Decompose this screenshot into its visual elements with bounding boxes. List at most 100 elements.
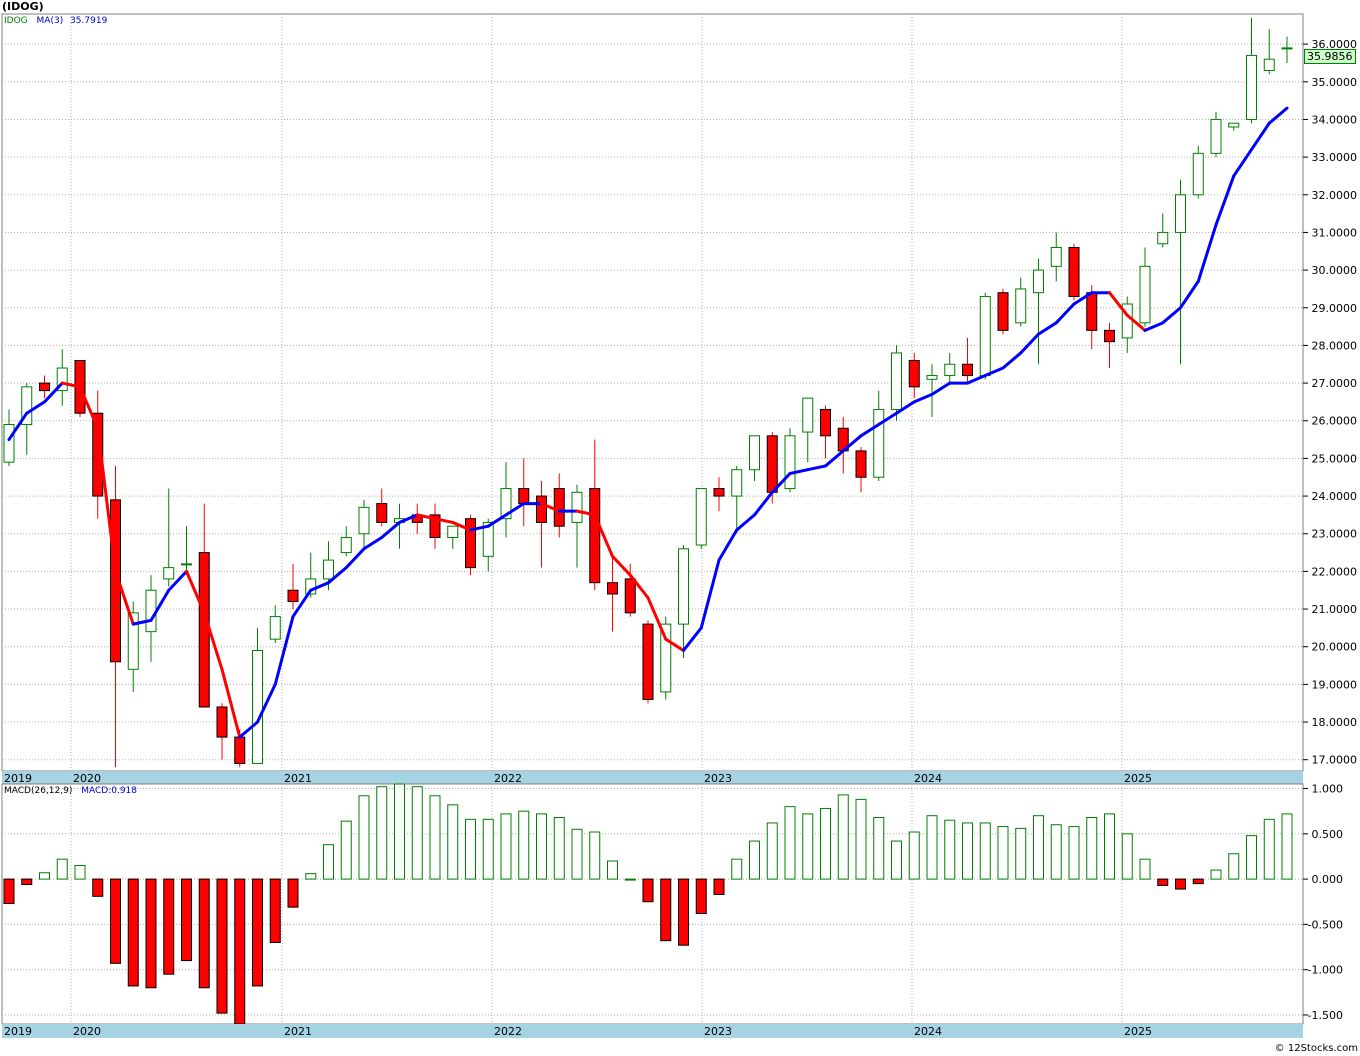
macd-bar xyxy=(3,878,15,905)
ma-segment xyxy=(912,392,934,404)
macd-bar xyxy=(784,806,796,880)
macd-bar xyxy=(1139,858,1151,880)
macd-bar xyxy=(163,878,175,975)
macd-ytick-label: -1.000 xyxy=(1308,964,1343,977)
ma-segment xyxy=(753,490,774,517)
ma-segment xyxy=(841,434,863,453)
ma-segment xyxy=(185,569,206,615)
candle-body xyxy=(1050,247,1062,267)
ma-segment xyxy=(1250,121,1271,152)
candle-body xyxy=(500,488,512,520)
macd-bar xyxy=(1033,815,1044,880)
macd-bar xyxy=(571,828,583,880)
ma-segment xyxy=(628,573,650,600)
macd-bar xyxy=(926,815,938,880)
price-ytick-label: 20.0000 xyxy=(1312,641,1358,654)
candle-body xyxy=(1246,54,1257,120)
price-legend: IDOG MA(3) 35.7919 xyxy=(4,16,107,26)
ma-segment xyxy=(735,513,756,532)
macd-x-axis-band xyxy=(2,1024,1303,1038)
macd-y-axis: 1.000 0.500 0.000 -0.500 -1.000 -1.500 xyxy=(1303,783,1343,1022)
macd-bar xyxy=(837,794,849,880)
candle-body xyxy=(56,367,68,392)
candle-body xyxy=(571,491,583,523)
candle-body xyxy=(855,450,867,478)
macd-ytick-label: -1.500 xyxy=(1308,1009,1343,1022)
macd-bar xyxy=(820,807,831,880)
ma-segment xyxy=(1125,313,1147,332)
ma-segment xyxy=(309,581,330,592)
ma-segment xyxy=(859,423,881,438)
candle-body xyxy=(678,548,689,625)
candle-body xyxy=(802,397,814,433)
candle-body xyxy=(962,363,973,377)
ma-segment xyxy=(398,513,419,524)
macd-bar xyxy=(553,817,565,880)
macd-bar xyxy=(74,865,86,880)
candle-body xyxy=(3,424,15,463)
macd-bar xyxy=(127,878,139,987)
candle-body xyxy=(1210,118,1222,154)
price-ytick-label: 27.0000 xyxy=(1312,377,1358,390)
ma-segment xyxy=(344,547,366,570)
macd-bar xyxy=(305,873,317,880)
ma-segment xyxy=(25,400,46,415)
price-ytick-label: 28.0000 xyxy=(1312,339,1358,352)
ma-segment xyxy=(114,569,135,626)
ma-segment xyxy=(202,611,224,671)
candle-body xyxy=(1192,152,1204,196)
macd-bar xyxy=(287,878,299,908)
macd-bar xyxy=(1104,813,1115,880)
candle-body xyxy=(536,495,547,523)
price-legend-ma: MA(3) xyxy=(36,16,64,26)
ma-segment xyxy=(717,528,739,562)
candle-body xyxy=(820,408,831,437)
macd-bar xyxy=(1068,826,1080,880)
macd-bar xyxy=(465,818,476,880)
candle-body xyxy=(287,589,299,603)
ma-segment xyxy=(895,400,916,415)
macd-bar xyxy=(1157,878,1169,886)
candle-body xyxy=(731,469,743,497)
macd-bar xyxy=(518,810,530,880)
price-xtick-label: 2020 xyxy=(73,772,101,785)
ma-segment xyxy=(486,513,508,528)
macd-bar xyxy=(997,826,1009,880)
candle-body xyxy=(429,514,441,538)
right-axis-strip-bottom xyxy=(1303,1038,1360,1056)
candle-body xyxy=(1175,194,1186,233)
candle-body xyxy=(784,435,796,490)
macd-bar xyxy=(908,831,920,880)
ma-segment xyxy=(256,682,277,724)
macd-bar xyxy=(340,820,352,880)
macd-bar xyxy=(873,817,885,880)
price-ytick-label: 21.0000 xyxy=(1312,603,1358,616)
macd-bar xyxy=(589,831,601,880)
candle-body xyxy=(908,359,920,388)
price-ytick-label: 19.0000 xyxy=(1312,678,1358,691)
ma-segment xyxy=(96,426,117,573)
candle-body xyxy=(1068,247,1080,297)
macd-bar xyxy=(660,878,672,942)
price-xtick-label: 2021 xyxy=(284,772,312,785)
macd-bar xyxy=(802,813,814,880)
macd-x-axis: 2019 2020 2021 2022 2023 2024 2025 xyxy=(4,1025,1152,1038)
macd-bar xyxy=(678,878,689,946)
macd-bar xyxy=(713,878,725,895)
candle-body xyxy=(1086,292,1098,331)
ma-segment xyxy=(983,366,1005,378)
ma-segment xyxy=(291,588,313,619)
ma-segment xyxy=(504,502,526,517)
ma-segment xyxy=(664,637,685,652)
candle-body xyxy=(127,612,139,670)
candle-body xyxy=(749,435,760,471)
ma-segment xyxy=(575,509,597,517)
candle-body xyxy=(376,503,388,523)
ma-segment xyxy=(1214,174,1236,227)
ma-segment xyxy=(540,502,561,513)
macd-bar xyxy=(624,878,636,881)
price-xtick-label: 2025 xyxy=(1124,772,1152,785)
macd-bar xyxy=(642,878,654,903)
price-ytick-label: 22.0000 xyxy=(1312,565,1358,578)
ma-segment xyxy=(469,524,490,532)
